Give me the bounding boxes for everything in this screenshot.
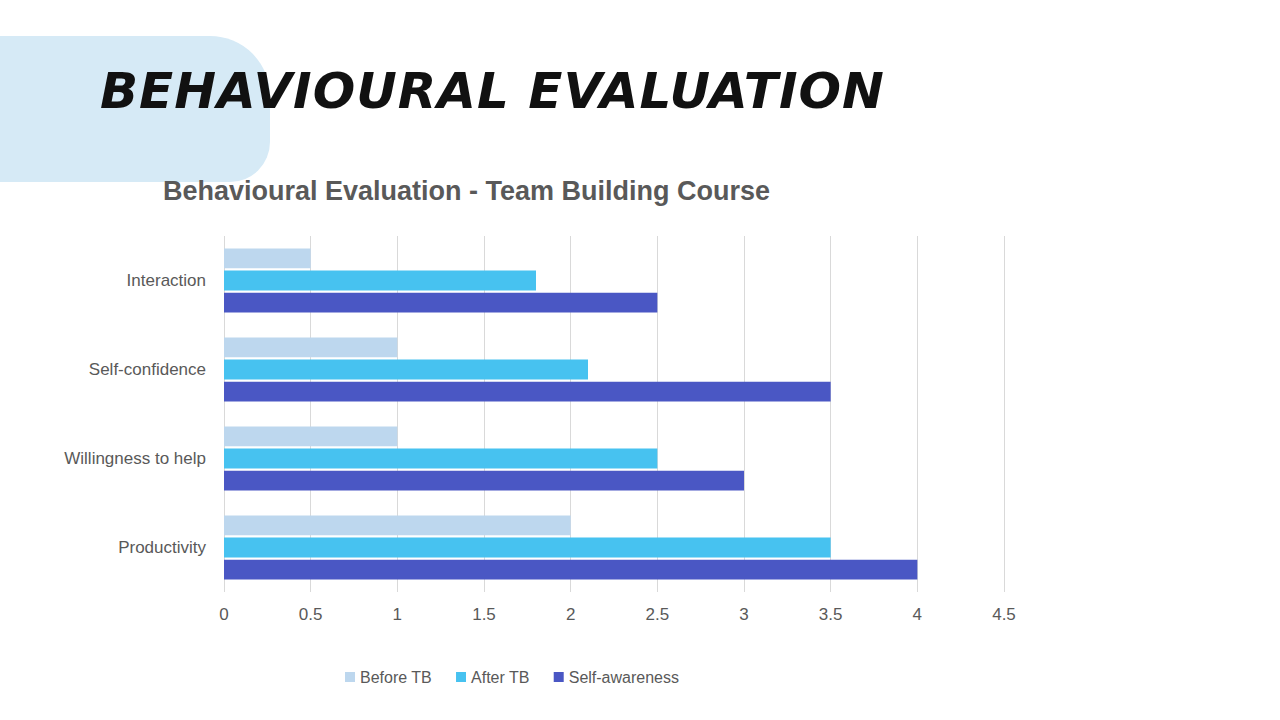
svg-text:Self-awareness: Self-awareness — [569, 669, 679, 686]
svg-text:2.5: 2.5 — [646, 605, 670, 624]
svg-text:0: 0 — [219, 605, 228, 624]
svg-text:After TB: After TB — [471, 669, 529, 686]
svg-text:1: 1 — [393, 605, 402, 624]
svg-text:0.5: 0.5 — [299, 605, 323, 624]
svg-text:2: 2 — [566, 605, 575, 624]
svg-text:Behavioural Evaluation - Team: Behavioural Evaluation - Team Building C… — [163, 176, 770, 206]
svg-text:4: 4 — [913, 605, 922, 624]
svg-text:Self-confidence: Self-confidence — [89, 360, 206, 379]
svg-text:1.5: 1.5 — [472, 605, 496, 624]
svg-text:Before TB: Before TB — [360, 669, 432, 686]
svg-text:Willingness to help: Willingness to help — [64, 449, 206, 468]
svg-text:3.5: 3.5 — [819, 605, 843, 624]
svg-text:Productivity: Productivity — [118, 538, 206, 557]
svg-text:3: 3 — [739, 605, 748, 624]
svg-text:4.5: 4.5 — [992, 605, 1016, 624]
html-text:BEHAVIOURAL EVALUATION: BEHAVIOURAL EVALUATION — [100, 62, 885, 120]
svg-text:Interaction: Interaction — [127, 271, 206, 290]
